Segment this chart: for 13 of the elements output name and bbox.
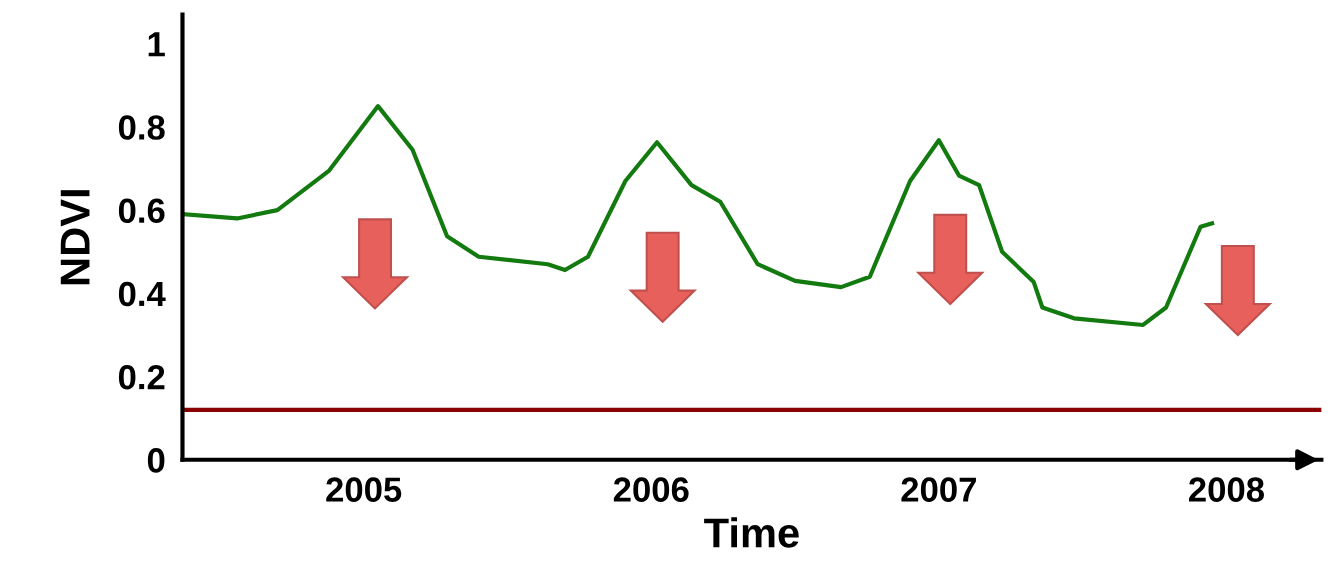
y-tick-label: 0.8 [118, 115, 165, 140]
y-tick-label: 0.6 [118, 198, 165, 224]
y-tick-label: 0 [147, 448, 165, 473]
y-tick-label: 0.2 [118, 364, 165, 390]
x-tick-label: 2008 [1189, 477, 1264, 502]
x-tick-label: 2005 [326, 477, 402, 502]
x-tick-label: 2007 [901, 477, 976, 502]
y-tick-label: 1 [148, 32, 165, 57]
y-tick-label: 0.4 [118, 281, 166, 307]
y-axis-title: NDVI [60, 190, 90, 285]
x-tick-label: 2006 [613, 477, 689, 502]
x-axis-title: Time [704, 517, 799, 548]
line-series [183, 104, 1215, 328]
